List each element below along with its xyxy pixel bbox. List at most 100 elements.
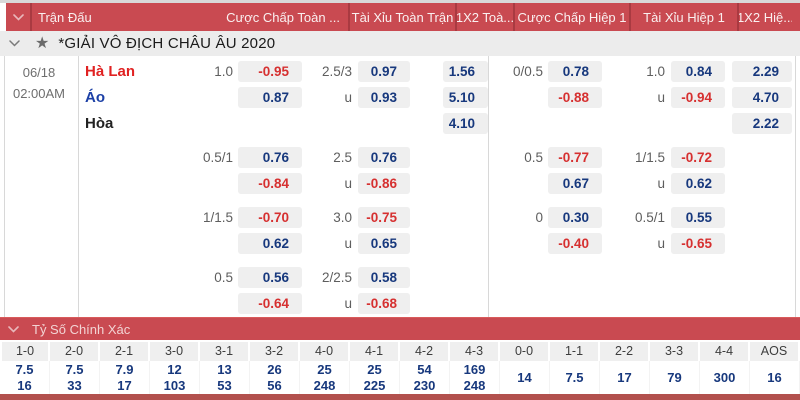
handicap-line: 1/1.5 xyxy=(202,209,233,225)
overunder-odds[interactable]: 0.97 xyxy=(358,60,410,82)
score-odd[interactable]: 248 xyxy=(313,377,336,393)
odds-row-home: Hà Lan 1.0 -0.95 2.5/3 0.97 1.56 0/0.5 0… xyxy=(78,58,800,84)
score-odd[interactable]: 14 xyxy=(517,369,532,385)
handicap-odds-empty xyxy=(238,113,302,134)
score-odd[interactable]: 7.5 xyxy=(65,361,84,377)
odds-row: 0.5/1 0.76 2.5 0.76 0.5 -0.77 1/1.5 -0.7… xyxy=(78,144,800,170)
handicap-odds[interactable]: 0.56 xyxy=(238,266,302,288)
odds-rows: Hà Lan 1.0 -0.95 2.5/3 0.97 1.56 0/0.5 0… xyxy=(78,56,800,316)
h1-handicap-odds[interactable]: 0.78 xyxy=(548,60,602,82)
score-odd[interactable]: 56 xyxy=(267,377,282,393)
header-1x2-full-label: 1X2 Toà... xyxy=(457,3,515,31)
odds-row: -0.64 u -0.68 xyxy=(78,290,800,316)
h1-overunder-odds[interactable]: 0.55 xyxy=(671,206,725,228)
overunder-odds[interactable]: -0.86 xyxy=(358,172,410,194)
score-odds: 7.9 17 xyxy=(100,361,150,394)
handicap-odds[interactable]: -0.70 xyxy=(238,206,302,228)
score-label: 0-0 xyxy=(500,342,550,361)
score-odds: 79 xyxy=(650,361,700,394)
score-odd[interactable]: 54 xyxy=(417,361,432,377)
score-odd[interactable]: 16 xyxy=(767,369,782,385)
header-overunder-full-label: Tài Xỉu Toàn Trận xyxy=(350,3,457,31)
1x2-odds-empty xyxy=(443,233,488,254)
league-row[interactable]: ★ *GIẢI VÔ ĐỊCH CHÂU ÂU 2020 xyxy=(0,31,800,56)
score-odd[interactable]: 7.5 xyxy=(15,361,34,377)
score-odd[interactable]: 33 xyxy=(67,377,82,393)
favorite-star-icon[interactable]: ★ xyxy=(35,34,50,52)
score-odd[interactable]: 103 xyxy=(163,377,186,393)
h1-overunder-odds[interactable]: 0.62 xyxy=(671,172,725,194)
score-odds: 169 248 xyxy=(450,361,500,394)
overunder-line xyxy=(308,113,352,134)
chevron-down-icon xyxy=(12,13,24,21)
score-label: 4-2 xyxy=(400,342,450,361)
score-odd[interactable]: 25 xyxy=(317,361,332,377)
handicap-odds[interactable]: -0.64 xyxy=(238,292,302,314)
chevron-down-icon[interactable] xyxy=(8,325,19,333)
handicap-line xyxy=(189,173,233,194)
score-odd[interactable]: 225 xyxy=(363,377,386,393)
away-team-name: Áo xyxy=(85,88,105,106)
score-odd[interactable]: 17 xyxy=(117,377,132,393)
handicap-odds[interactable]: 0.87 xyxy=(238,86,302,108)
handicap-odds[interactable]: -0.84 xyxy=(238,172,302,194)
h1-handicap-line: 0 xyxy=(535,209,543,225)
overunder-odds[interactable]: -0.68 xyxy=(358,292,410,314)
overunder-line: 2/2.5 xyxy=(321,269,352,285)
h1-overunder-odds[interactable]: -0.72 xyxy=(671,146,725,168)
odds-row: -0.84 u -0.86 0.67 u 0.62 xyxy=(78,170,800,196)
h1-1x2-odds[interactable]: 2.22 xyxy=(732,112,792,134)
handicap-odds[interactable]: 0.76 xyxy=(238,146,302,168)
chevron-down-icon[interactable] xyxy=(9,40,20,47)
odds-row: 0.62 u 0.65 -0.40 u -0.65 xyxy=(78,230,800,256)
score-odd[interactable]: 26 xyxy=(267,361,282,377)
overunder-line: u xyxy=(344,295,352,311)
h1-handicap-odds[interactable]: -0.77 xyxy=(548,146,602,168)
next-section-bar xyxy=(0,394,800,400)
score-odd[interactable]: 169 xyxy=(463,361,486,377)
h1-overunder-odds[interactable]: -0.65 xyxy=(671,232,725,254)
half-split-divider xyxy=(488,56,489,317)
handicap-odds[interactable]: 0.62 xyxy=(238,232,302,254)
collapse-all-button[interactable] xyxy=(6,3,32,31)
match-date: 06/18 xyxy=(22,65,56,80)
h1-handicap-odds[interactable]: -0.88 xyxy=(548,86,602,108)
score-odd[interactable]: 230 xyxy=(413,377,436,393)
overunder-odds[interactable]: 0.58 xyxy=(358,266,410,288)
score-odds: 14 xyxy=(500,361,550,394)
score-odd[interactable]: 79 xyxy=(667,369,682,385)
score-odd[interactable]: 7.9 xyxy=(115,361,134,377)
score-odds: 25 225 xyxy=(350,361,400,394)
overunder-odds[interactable]: 0.76 xyxy=(358,146,410,168)
score-odd[interactable]: 12 xyxy=(167,361,182,377)
h1-handicap-odds[interactable]: -0.40 xyxy=(548,232,602,254)
score-odd[interactable]: 25 xyxy=(367,361,382,377)
score-odd[interactable]: 300 xyxy=(713,369,736,385)
h1-overunder-odds[interactable]: -0.94 xyxy=(671,86,725,108)
h1-1x2-odds[interactable]: 2.29 xyxy=(732,60,792,82)
overunder-odds[interactable]: 0.93 xyxy=(358,86,410,108)
h1-overunder-odds[interactable]: 0.84 xyxy=(671,60,725,82)
score-odd[interactable]: 13 xyxy=(217,361,232,377)
overunder-odds[interactable]: -0.75 xyxy=(358,206,410,228)
handicap-odds[interactable]: -0.95 xyxy=(238,60,302,82)
score-label: 2-2 xyxy=(600,342,650,361)
overunder-line: 2.5/3 xyxy=(321,63,352,79)
score-column: 2-1 7.9 17 xyxy=(100,340,150,394)
1x2-odds[interactable]: 5.10 xyxy=(443,86,488,108)
score-odd[interactable]: 248 xyxy=(463,377,486,393)
score-odd[interactable]: 17 xyxy=(617,369,632,385)
right-border xyxy=(795,56,796,317)
score-odds: 16 xyxy=(750,361,800,394)
h1-1x2-odds[interactable]: 4.70 xyxy=(732,86,792,108)
1x2-odds[interactable]: 1.56 xyxy=(443,60,488,82)
1x2-odds[interactable]: 4.10 xyxy=(443,112,488,134)
overunder-odds[interactable]: 0.65 xyxy=(358,232,410,254)
score-odd[interactable]: 16 xyxy=(17,377,32,393)
h1-handicap-odds[interactable]: 0.67 xyxy=(548,172,602,194)
odds-row: 1/1.5 -0.70 3.0 -0.75 0 0.30 0.5/1 0.55 xyxy=(78,204,800,230)
h1-handicap-odds[interactable]: 0.30 xyxy=(548,206,602,228)
score-odd[interactable]: 53 xyxy=(217,377,232,393)
score-odd[interactable]: 7.5 xyxy=(565,369,584,385)
correct-score-header[interactable]: Tỷ Số Chính Xác xyxy=(0,317,800,340)
